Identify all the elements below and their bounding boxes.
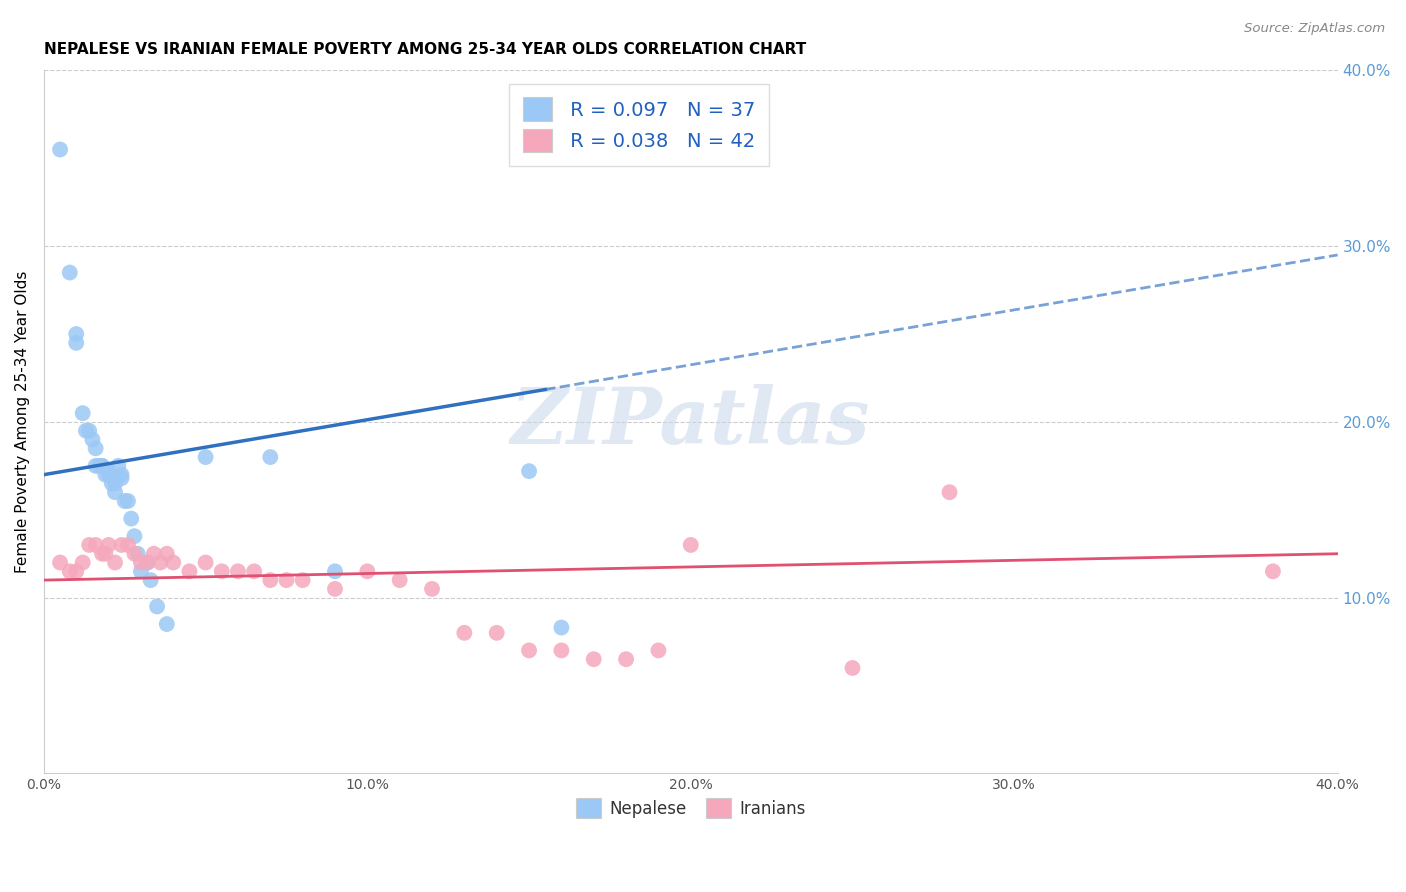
Point xyxy=(77,538,100,552)
Point xyxy=(120,511,142,525)
Point xyxy=(104,556,127,570)
Point xyxy=(259,573,281,587)
Point xyxy=(127,547,149,561)
Y-axis label: Female Poverty Among 25-34 Year Olds: Female Poverty Among 25-34 Year Olds xyxy=(15,271,30,574)
Point xyxy=(149,556,172,570)
Point xyxy=(104,476,127,491)
Point xyxy=(550,621,572,635)
Point xyxy=(84,458,107,473)
Point xyxy=(91,458,114,473)
Point xyxy=(243,564,266,578)
Point xyxy=(162,556,184,570)
Point xyxy=(259,450,281,464)
Point xyxy=(517,643,540,657)
Point xyxy=(117,538,139,552)
Point xyxy=(110,467,132,482)
Point xyxy=(59,266,82,280)
Point xyxy=(129,556,152,570)
Point xyxy=(65,335,87,350)
Point xyxy=(453,625,475,640)
Point xyxy=(550,643,572,657)
Point xyxy=(77,424,100,438)
Point xyxy=(647,643,669,657)
Text: Source: ZipAtlas.com: Source: ZipAtlas.com xyxy=(1244,22,1385,36)
Point xyxy=(420,582,443,596)
Point xyxy=(136,556,159,570)
Point xyxy=(291,573,314,587)
Point xyxy=(1261,564,1284,578)
Point xyxy=(582,652,605,666)
Text: ZIPatlas: ZIPatlas xyxy=(510,384,870,460)
Point xyxy=(65,326,87,341)
Point xyxy=(117,494,139,508)
Point xyxy=(104,485,127,500)
Point xyxy=(59,564,82,578)
Point xyxy=(142,547,165,561)
Point xyxy=(84,538,107,552)
Point xyxy=(129,564,152,578)
Point xyxy=(323,564,346,578)
Point xyxy=(82,433,104,447)
Point xyxy=(938,485,960,500)
Point xyxy=(84,442,107,456)
Point xyxy=(65,564,87,578)
Point xyxy=(107,458,129,473)
Point xyxy=(136,556,159,570)
Point xyxy=(485,625,508,640)
Point xyxy=(101,476,124,491)
Text: NEPALESE VS IRANIAN FEMALE POVERTY AMONG 25-34 YEAR OLDS CORRELATION CHART: NEPALESE VS IRANIAN FEMALE POVERTY AMONG… xyxy=(44,42,806,57)
Point xyxy=(139,573,162,587)
Point xyxy=(91,547,114,561)
Point xyxy=(72,556,94,570)
Legend: Nepalese, Iranians: Nepalese, Iranians xyxy=(569,791,813,825)
Point xyxy=(276,573,298,587)
Point xyxy=(179,564,201,578)
Point xyxy=(146,599,169,614)
Point xyxy=(87,458,110,473)
Point xyxy=(156,547,179,561)
Point xyxy=(110,538,132,552)
Point xyxy=(679,538,702,552)
Point xyxy=(49,556,72,570)
Point xyxy=(91,458,114,473)
Point xyxy=(517,464,540,478)
Point xyxy=(156,617,179,632)
Point xyxy=(124,529,146,543)
Point xyxy=(841,661,863,675)
Point xyxy=(75,424,97,438)
Point xyxy=(356,564,378,578)
Point xyxy=(194,450,217,464)
Point xyxy=(226,564,249,578)
Point xyxy=(211,564,233,578)
Point xyxy=(49,143,72,157)
Point xyxy=(614,652,637,666)
Point xyxy=(323,582,346,596)
Point xyxy=(114,494,136,508)
Point xyxy=(94,467,117,482)
Point xyxy=(72,406,94,420)
Point xyxy=(388,573,411,587)
Point xyxy=(110,471,132,485)
Point xyxy=(124,547,146,561)
Point xyxy=(94,547,117,561)
Point xyxy=(194,556,217,570)
Point xyxy=(97,538,120,552)
Point xyxy=(97,467,120,482)
Point xyxy=(97,464,120,478)
